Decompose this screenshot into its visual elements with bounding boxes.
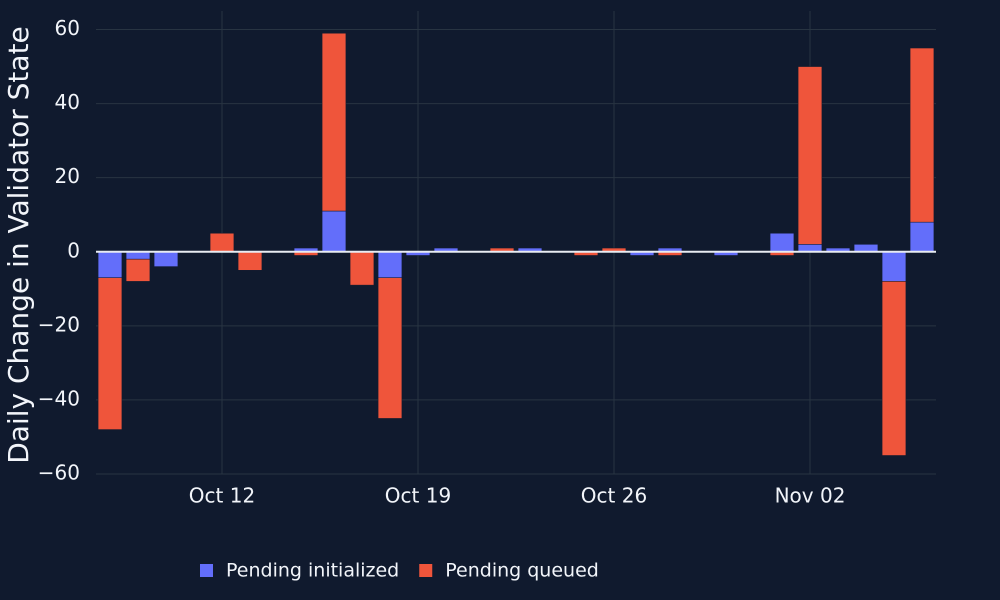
bar	[349, 251, 375, 286]
bar	[97, 251, 123, 278]
bar	[797, 66, 823, 245]
bar	[377, 251, 403, 278]
bar	[909, 47, 935, 223]
y-tick-label: −60	[38, 461, 80, 485]
x-tick-label: Nov 02	[775, 484, 846, 508]
bar	[237, 251, 263, 271]
y-tick-label: 60	[55, 16, 80, 40]
bar	[853, 244, 879, 253]
bar	[153, 251, 179, 267]
bar	[321, 210, 347, 253]
bar	[909, 221, 935, 253]
bar	[209, 232, 235, 253]
bar	[125, 258, 151, 282]
legend-label: Pending initialized	[226, 560, 399, 582]
legend-label: Pending queued	[445, 560, 599, 582]
x-tick-label: Oct 19	[385, 484, 451, 508]
bar	[769, 232, 795, 253]
x-tick-label: Oct 26	[581, 484, 647, 508]
legend-swatch	[419, 564, 433, 577]
y-tick-label: −20	[38, 312, 80, 336]
bar	[125, 251, 151, 260]
y-tick-label: 20	[55, 164, 80, 188]
y-tick-label: 0	[67, 238, 80, 262]
y-tick-label: −40	[38, 386, 80, 410]
bar	[881, 251, 907, 282]
bar	[797, 244, 823, 253]
bar	[377, 277, 403, 419]
x-tick-label: Oct 12	[189, 484, 255, 508]
bar	[881, 281, 907, 456]
bar	[97, 277, 123, 430]
bar	[321, 32, 347, 212]
y-axis-title: Daily Change in Validator State	[2, 26, 35, 464]
y-tick-label: 40	[55, 90, 80, 114]
legend-swatch	[200, 564, 213, 577]
